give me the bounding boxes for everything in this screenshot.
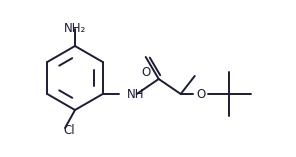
Text: O: O — [141, 66, 150, 79]
Text: NH₂: NH₂ — [64, 22, 86, 35]
Text: Cl: Cl — [63, 124, 75, 137]
Text: O: O — [196, 87, 205, 100]
Text: NH: NH — [127, 87, 144, 100]
